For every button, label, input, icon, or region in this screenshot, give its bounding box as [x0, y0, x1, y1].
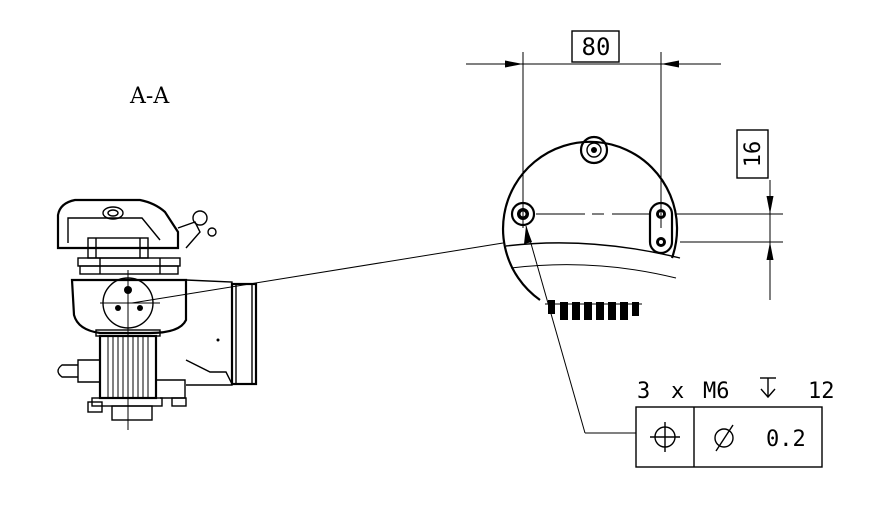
callout-leader — [524, 225, 636, 434]
dimension-16 — [676, 129, 783, 300]
diameter-symbol-icon — [714, 424, 734, 452]
dimension-16-value: 16 — [741, 141, 766, 168]
detail-view — [501, 135, 681, 320]
dimension-80 — [466, 30, 721, 228]
gear-teeth — [545, 300, 642, 320]
tolerance-value: 0.2 — [766, 427, 806, 452]
hole-times: x — [671, 379, 684, 404]
hole-depth: 12 — [808, 379, 835, 404]
position-symbol-icon — [650, 422, 680, 452]
hole-callout: 3 x M6 12 — [637, 377, 835, 404]
hole-thread: M6 — [703, 379, 730, 404]
motor-part-view — [56, 198, 258, 430]
depth-symbol-icon — [760, 377, 776, 399]
top-bolt-hole — [579, 135, 609, 165]
dimension-80-value: 80 — [582, 33, 611, 61]
hole-count: 3 — [637, 379, 650, 404]
right-slot — [648, 201, 674, 255]
section-label: A-A — [129, 84, 170, 109]
feature-control-frame: 0.2 — [635, 406, 823, 468]
detail-leader-line — [131, 242, 504, 304]
